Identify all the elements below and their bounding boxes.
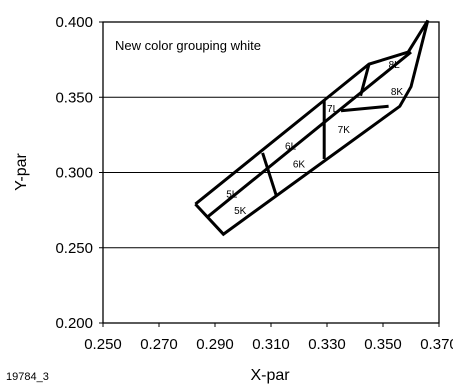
region-label-6L: 6L xyxy=(285,141,297,152)
y-tick-label-2: 0.300 xyxy=(55,165,93,182)
region-label-7K: 7K xyxy=(338,125,351,136)
divider-line-3 xyxy=(359,63,371,97)
x-axis-label: X-par xyxy=(250,367,290,384)
x-tick-label-1: 0.270 xyxy=(140,336,178,353)
x-tick-label-3: 0.310 xyxy=(252,336,290,353)
region-label-7L: 7L xyxy=(327,104,339,115)
divider-line-0 xyxy=(205,50,412,219)
gridlines xyxy=(103,21,439,249)
y-tick-label-1: 0.350 xyxy=(55,89,93,106)
region-label-5L: 5L xyxy=(226,190,238,201)
region-label-6K: 6K xyxy=(293,159,306,170)
x-tick-label-2: 0.290 xyxy=(196,336,234,353)
y-axis-label: Y-par xyxy=(13,153,30,191)
y-tick-labels: 0.400 0.350 0.300 0.250 0.200 xyxy=(55,14,103,332)
annotation-text: New color grouping white xyxy=(115,38,261,53)
y-tick-label-3: 0.250 xyxy=(55,240,93,257)
region-label-5K: 5K xyxy=(234,206,247,217)
x-tick-label-5: 0.350 xyxy=(364,336,402,353)
outline-boundary xyxy=(194,19,430,237)
region-label-8L: 8L xyxy=(389,60,401,71)
region-label-8K: 8K xyxy=(391,87,404,98)
x-tick-label-6: 0.370 xyxy=(420,336,453,353)
y-tick-label-0: 0.400 xyxy=(55,14,93,31)
region-labels: 5L 5K 6L 6K 7L 7K 8L 8K xyxy=(226,60,403,217)
figure-id: 19784_3 xyxy=(6,371,49,383)
divider-line-1 xyxy=(261,152,279,198)
x-tick-label-0: 0.250 xyxy=(84,336,122,353)
divider-line-4 xyxy=(340,104,389,113)
x-tick-label-4: 0.330 xyxy=(308,336,346,353)
x-tick-labels: 0.250 0.270 0.290 0.310 0.330 0.350 0.370 xyxy=(84,323,453,353)
color-grouping-outline xyxy=(194,19,430,237)
y-tick-label-4: 0.200 xyxy=(55,315,93,332)
